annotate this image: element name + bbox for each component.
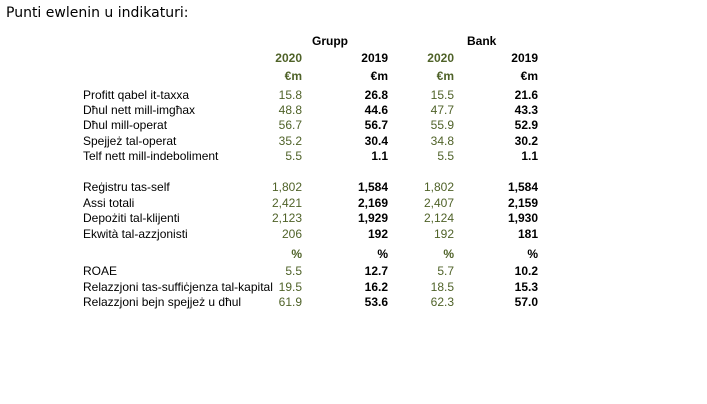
value-cell: 1,802 bbox=[271, 180, 302, 194]
table-row: Spejjeż tal-operat 35.2 30.4 34.8 30.2 bbox=[0, 134, 707, 149]
value-cell: 56.7 bbox=[278, 118, 302, 132]
value-cell: 47.7 bbox=[430, 103, 454, 117]
value-cell: 2,159 bbox=[507, 196, 538, 210]
value-cell: 19.5 bbox=[278, 280, 302, 294]
value-cell: 192 bbox=[367, 227, 388, 241]
year-cell: 2019 bbox=[511, 51, 538, 65]
value-cell: 5.5 bbox=[285, 264, 302, 278]
unit-cell: % bbox=[291, 247, 302, 261]
row-label: Relazzjoni bejn spejjeż u dħul bbox=[83, 295, 242, 309]
value-cell: 12.7 bbox=[364, 264, 388, 278]
value-cell: 206 bbox=[281, 227, 302, 241]
year-cell: 2019 bbox=[361, 51, 388, 65]
row-label: Spejjeż tal-operat bbox=[83, 134, 177, 148]
value-cell: 1,584 bbox=[507, 180, 538, 194]
value-cell: 1,929 bbox=[357, 211, 388, 225]
table-row: Assi totali 2,421 2,169 2,407 2,159 bbox=[0, 196, 707, 211]
value-cell: 10.2 bbox=[514, 264, 538, 278]
unit-cell: % bbox=[527, 247, 538, 261]
unit-cell: €m bbox=[370, 69, 388, 83]
table-row: Reġistru tas-self 1,802 1,584 1,802 1,58… bbox=[0, 180, 707, 195]
value-cell: 53.6 bbox=[364, 295, 388, 309]
value-cell: 34.8 bbox=[430, 134, 454, 148]
value-cell: 56.7 bbox=[364, 118, 388, 132]
unit-cell: €m bbox=[520, 69, 538, 83]
row-label: Assi totali bbox=[83, 196, 135, 210]
table-row: ROAE 5.5 12.7 5.7 10.2 bbox=[0, 264, 707, 279]
table-row: Dħul mill-operat 56.7 56.7 55.9 52.9 bbox=[0, 118, 707, 133]
value-cell: 5.7 bbox=[437, 264, 454, 278]
table-row: Profitt qabel it-taxxa 15.8 26.8 15.5 21… bbox=[0, 88, 707, 103]
year-header-row: 2020 2019 2020 2019 bbox=[0, 51, 707, 66]
value-cell: 35.2 bbox=[278, 134, 302, 148]
row-label: Telf nett mill-indeboliment bbox=[83, 149, 219, 163]
value-cell: 30.2 bbox=[514, 134, 538, 148]
value-cell: 61.9 bbox=[278, 295, 302, 309]
row-label: Dħul nett mill-imgħax bbox=[83, 103, 196, 117]
value-cell: 2,407 bbox=[423, 196, 454, 210]
table-row: Telf nett mill-indeboliment 5.5 1.1 5.5 … bbox=[0, 149, 707, 164]
unit-row: €m €m €m €m bbox=[0, 69, 707, 84]
value-cell: 1,930 bbox=[507, 211, 538, 225]
value-cell: 57.0 bbox=[514, 295, 538, 309]
value-cell: 192 bbox=[433, 227, 454, 241]
unit-cell: % bbox=[377, 247, 388, 261]
value-cell: 52.9 bbox=[514, 118, 538, 132]
table-row: Dħul nett mill-imgħax 48.8 44.6 47.7 43.… bbox=[0, 103, 707, 118]
table-row: Relazzjoni tas-suffiċjenza tal-kapital 1… bbox=[0, 280, 707, 295]
value-cell: 15.3 bbox=[514, 280, 538, 294]
row-label: ROAE bbox=[83, 264, 118, 278]
value-cell: 1.1 bbox=[371, 149, 388, 163]
unit-cell: €m bbox=[436, 69, 454, 83]
year-cell: 2020 bbox=[427, 51, 454, 65]
value-cell: 26.8 bbox=[364, 88, 388, 102]
table-row: Ekwità tal-azzjonisti 206 192 192 181 bbox=[0, 227, 707, 242]
group-header: Grupp bbox=[312, 34, 348, 48]
value-cell: 55.9 bbox=[430, 118, 454, 132]
value-cell: 16.2 bbox=[364, 280, 388, 294]
bank-header: Bank bbox=[467, 34, 497, 48]
value-cell: 1,802 bbox=[423, 180, 454, 194]
row-label: Relazzjoni tas-suffiċjenza tal-kapital bbox=[83, 280, 273, 294]
value-cell: 2,123 bbox=[271, 211, 302, 225]
value-cell: 1,584 bbox=[357, 180, 388, 194]
value-cell: 181 bbox=[517, 227, 538, 241]
row-label: Dħul mill-operat bbox=[83, 118, 168, 132]
table-row: Depożiti tal-klijenti 2,123 1,929 2,124 … bbox=[0, 211, 707, 226]
value-cell: 21.6 bbox=[514, 88, 538, 102]
unit-cell: €m bbox=[284, 69, 302, 83]
value-cell: 15.8 bbox=[278, 88, 302, 102]
value-cell: 2,124 bbox=[423, 211, 454, 225]
value-cell: 2,421 bbox=[271, 196, 302, 210]
unit-row: % % % % bbox=[0, 247, 707, 262]
value-cell: 48.8 bbox=[278, 103, 302, 117]
table-row: Relazzjoni bejn spejjeż u dħul 61.9 53.6… bbox=[0, 295, 707, 310]
year-cell: 2020 bbox=[275, 51, 302, 65]
value-cell: 5.5 bbox=[285, 149, 302, 163]
row-label: Reġistru tas-self bbox=[83, 180, 170, 194]
value-cell: 30.4 bbox=[364, 134, 388, 148]
value-cell: 44.6 bbox=[364, 103, 388, 117]
value-cell: 15.5 bbox=[430, 88, 454, 102]
row-label: Ekwità tal-azzjonisti bbox=[83, 227, 188, 241]
value-cell: 5.5 bbox=[437, 149, 454, 163]
value-cell: 1.1 bbox=[521, 149, 538, 163]
value-cell: 18.5 bbox=[430, 280, 454, 294]
value-cell: 43.3 bbox=[514, 103, 538, 117]
row-label: Depożiti tal-klijenti bbox=[83, 211, 180, 225]
value-cell: 2,169 bbox=[357, 196, 388, 210]
row-label: Profitt qabel it-taxxa bbox=[83, 88, 190, 102]
page-title: Punti ewlenin u indikaturi: bbox=[6, 5, 189, 21]
value-cell: 62.3 bbox=[430, 295, 454, 309]
unit-cell: % bbox=[443, 247, 454, 261]
